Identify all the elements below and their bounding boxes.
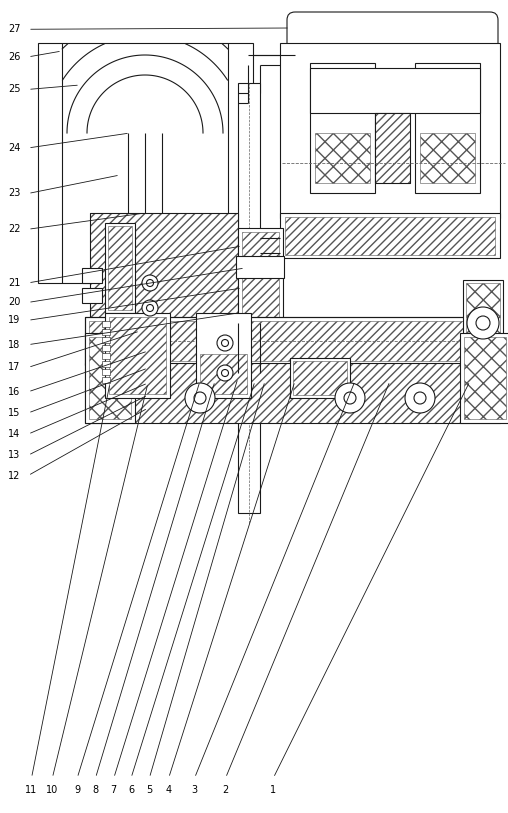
Bar [460,333,508,423]
Bar [89,321,496,361]
Bar [200,354,247,394]
Text: 13: 13 [8,450,20,460]
Bar [102,377,110,383]
Text: 17: 17 [8,363,20,372]
Circle shape [414,392,426,404]
Bar [82,288,102,303]
Text: 4: 4 [166,785,172,795]
Circle shape [217,335,233,351]
Circle shape [467,307,499,339]
Bar [89,337,131,419]
Bar [118,278,172,323]
Bar [280,43,500,218]
Circle shape [344,392,356,404]
Bar [310,63,375,193]
Circle shape [142,275,158,291]
Bar [238,83,260,513]
Text: 5: 5 [146,785,152,795]
Bar [122,281,168,321]
Text: 14: 14 [8,429,20,439]
Bar [38,43,253,283]
Bar [102,345,110,351]
Bar [85,363,500,423]
Text: 23: 23 [8,189,20,198]
Bar [105,223,135,313]
Text: 18: 18 [8,340,20,350]
Bar [280,213,500,258]
Bar [85,317,500,365]
Bar [85,363,500,423]
Bar [290,358,350,398]
Text: 7: 7 [111,785,117,795]
Bar [238,228,283,323]
Bar [90,213,238,323]
Circle shape [185,383,215,413]
Text: 19: 19 [8,315,20,325]
Bar [375,113,410,183]
Bar [293,361,347,395]
Bar [310,68,480,113]
Circle shape [405,383,435,413]
Text: 2: 2 [223,785,229,795]
Bar [102,337,110,343]
Text: 6: 6 [128,785,134,795]
Text: 12: 12 [8,471,20,480]
Text: 27: 27 [8,24,20,34]
Text: 21: 21 [8,278,20,288]
Circle shape [217,365,233,381]
Circle shape [221,369,229,376]
Bar [196,313,251,398]
Circle shape [335,383,365,413]
Bar [463,280,503,365]
Bar [236,256,284,278]
Text: 8: 8 [92,785,99,795]
Bar [242,232,279,319]
Bar [375,113,410,183]
Text: 3: 3 [192,785,198,795]
Bar [415,63,480,193]
Text: 1: 1 [270,785,276,795]
Bar [102,321,110,327]
Text: 26: 26 [8,52,20,62]
Circle shape [476,316,490,330]
Text: 24: 24 [8,143,20,153]
Bar [102,369,110,375]
Bar [105,313,170,398]
Bar [102,353,110,359]
Bar [108,226,132,310]
Bar [420,133,475,183]
Bar [90,213,238,323]
Bar [285,217,495,255]
Text: 11: 11 [25,785,38,795]
Bar [82,268,102,283]
Text: 25: 25 [8,85,20,94]
Bar [102,361,110,367]
Bar [85,333,135,423]
Circle shape [142,300,158,316]
Text: 15: 15 [8,408,20,418]
Text: 10: 10 [46,785,58,795]
Circle shape [146,280,153,286]
Bar [102,329,110,335]
Bar [85,317,500,365]
Bar [315,133,370,183]
Text: 9: 9 [74,785,80,795]
Text: 20: 20 [8,298,20,307]
FancyBboxPatch shape [287,12,498,96]
Bar [466,283,500,361]
Text: 22: 22 [8,224,20,234]
Bar [464,337,506,419]
Circle shape [194,392,206,404]
Bar [109,317,166,394]
Circle shape [221,340,229,346]
Text: 16: 16 [8,387,20,397]
Circle shape [146,305,153,311]
